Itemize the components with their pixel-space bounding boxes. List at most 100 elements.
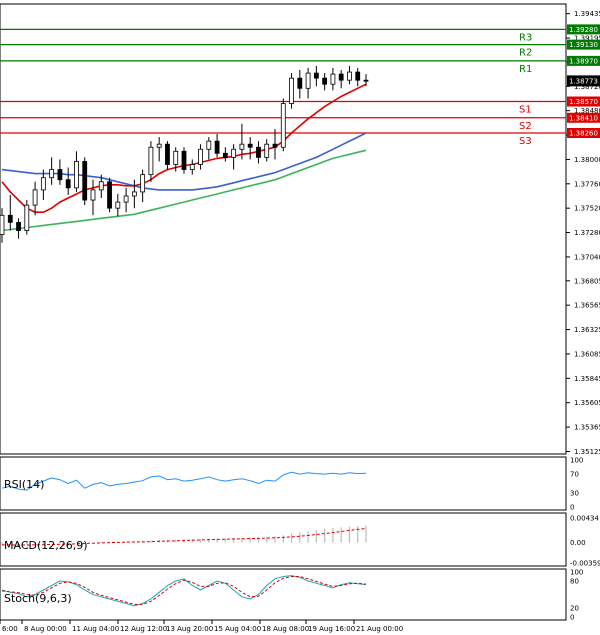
candle xyxy=(247,137,253,160)
candle-body-up xyxy=(156,143,162,148)
candle-body-down xyxy=(107,181,112,209)
price-panel[interactable]: R3 R2 R1 S1 S2 S3 xyxy=(0,3,567,455)
candle xyxy=(32,181,38,216)
rsi-panel[interactable]: RSI(14) xyxy=(0,456,567,511)
rsi-line xyxy=(1,471,367,491)
rsi-tick-label: 0 xyxy=(570,504,574,512)
candle-body-down xyxy=(338,73,344,81)
rsi-series xyxy=(1,471,367,491)
candle xyxy=(305,67,311,99)
candle xyxy=(222,147,228,162)
time-tick-label: 13 Aug 20:00 xyxy=(166,625,213,633)
candle xyxy=(115,193,121,217)
candle-body-down xyxy=(165,143,170,165)
candle xyxy=(40,169,46,201)
candle-body-up xyxy=(90,189,96,201)
candle xyxy=(140,169,146,203)
candle xyxy=(280,98,286,152)
candle-body-up xyxy=(198,148,203,165)
candle-body-up xyxy=(330,73,336,85)
time-tick-label: 8 Aug 00:00 xyxy=(24,625,67,633)
candle xyxy=(24,200,30,235)
rsi-label: RSI(14) xyxy=(4,478,44,491)
candle-body-down xyxy=(247,143,253,148)
last-price-tag: 1.38773 xyxy=(567,75,600,87)
candle xyxy=(90,179,96,216)
price-tick-label: 1.37040 xyxy=(574,253,600,261)
candle-body-up xyxy=(123,195,129,203)
candle-body-up xyxy=(148,146,154,176)
candle xyxy=(107,177,112,213)
candle-body-up xyxy=(40,177,46,191)
candle xyxy=(7,194,13,231)
candle xyxy=(231,144,237,170)
price-tick-label: 1.37760 xyxy=(574,180,600,188)
time-tick-label: 19 Aug 16:00 xyxy=(308,625,355,633)
candle-body-up xyxy=(305,72,311,89)
candle xyxy=(355,67,361,87)
candle-body-up xyxy=(49,169,55,179)
time-tick-label: 18 Aug 08:00 xyxy=(262,625,309,633)
price-tick-label: 1.35125 xyxy=(574,448,600,456)
stoch-tick-label: 0 xyxy=(570,614,574,622)
candle xyxy=(181,147,187,174)
candle xyxy=(297,70,303,99)
stoch-signal-line xyxy=(1,576,367,605)
candle-body-down xyxy=(355,71,361,81)
level-tag-s1 xyxy=(567,96,600,107)
candle-body-down xyxy=(65,179,71,189)
candle xyxy=(156,137,162,162)
price-tick-label: 1.37520 xyxy=(574,205,600,213)
macd-axis: 0.00434 0.00 -0.003597 xyxy=(570,515,600,568)
candle-body-up xyxy=(0,214,5,235)
level-name-s1: S1 xyxy=(519,105,532,116)
candle xyxy=(0,208,5,243)
price-tick-label: 1.38480 xyxy=(574,107,600,115)
candle xyxy=(98,174,104,199)
candle xyxy=(148,141,154,182)
candle-body-up xyxy=(289,77,294,104)
candle xyxy=(74,151,79,192)
candle-body-up xyxy=(98,181,104,191)
candle-body-down xyxy=(57,169,63,181)
stoch-label: Stoch(9,6,3) xyxy=(4,592,72,605)
time-axis: 6:00 8 Aug 00:00 11 Aug 04:00 12 Aug 12:001… xyxy=(0,620,403,633)
last-price-value: 1.38773 xyxy=(569,77,598,85)
candle xyxy=(131,179,137,209)
level-tag-r2 xyxy=(567,39,600,50)
level-value-r1: 1.38970 xyxy=(569,57,598,65)
candle-body-up xyxy=(32,189,38,206)
candle xyxy=(214,134,220,158)
stoch-panel[interactable]: Stoch(9,6,3) xyxy=(0,568,567,621)
candle-body-down xyxy=(322,77,328,85)
candle-body-down xyxy=(313,72,319,79)
candle-body-up xyxy=(24,204,30,231)
candle-body-up xyxy=(239,143,245,150)
stoch-tick-label: 100 xyxy=(570,569,583,577)
rsi-axis: 100 70 30 0 xyxy=(570,457,583,512)
price-tick-label: 1.36805 xyxy=(574,277,600,285)
price-tick-label: 1.39435 xyxy=(574,10,600,18)
candle-body-down xyxy=(7,214,13,223)
candle xyxy=(57,159,63,185)
macd-signal-line xyxy=(2,528,367,546)
time-tick-label: 11 Aug 04:00 xyxy=(72,625,119,633)
time-tick-label: 21 Aug 00:00 xyxy=(356,625,403,633)
level-name-r1: R1 xyxy=(519,64,532,75)
time-tick-label: 15 Aug 04:00 xyxy=(214,625,261,633)
candle-body-up xyxy=(347,71,352,81)
candle xyxy=(123,187,129,213)
candle xyxy=(173,147,179,172)
macd-tick-label: 0.00434 xyxy=(570,515,599,523)
candle xyxy=(256,141,261,164)
time-tick-label: 6:00 xyxy=(2,625,18,633)
rsi-tick-label: 30 xyxy=(570,489,579,497)
candle-body-up xyxy=(189,164,195,170)
macd-panel[interactable]: MACD(12,26,9) xyxy=(0,512,567,567)
candle xyxy=(363,74,369,87)
candle xyxy=(49,157,55,185)
level-value-s2: 1.38410 xyxy=(569,114,598,122)
candle xyxy=(206,137,212,160)
